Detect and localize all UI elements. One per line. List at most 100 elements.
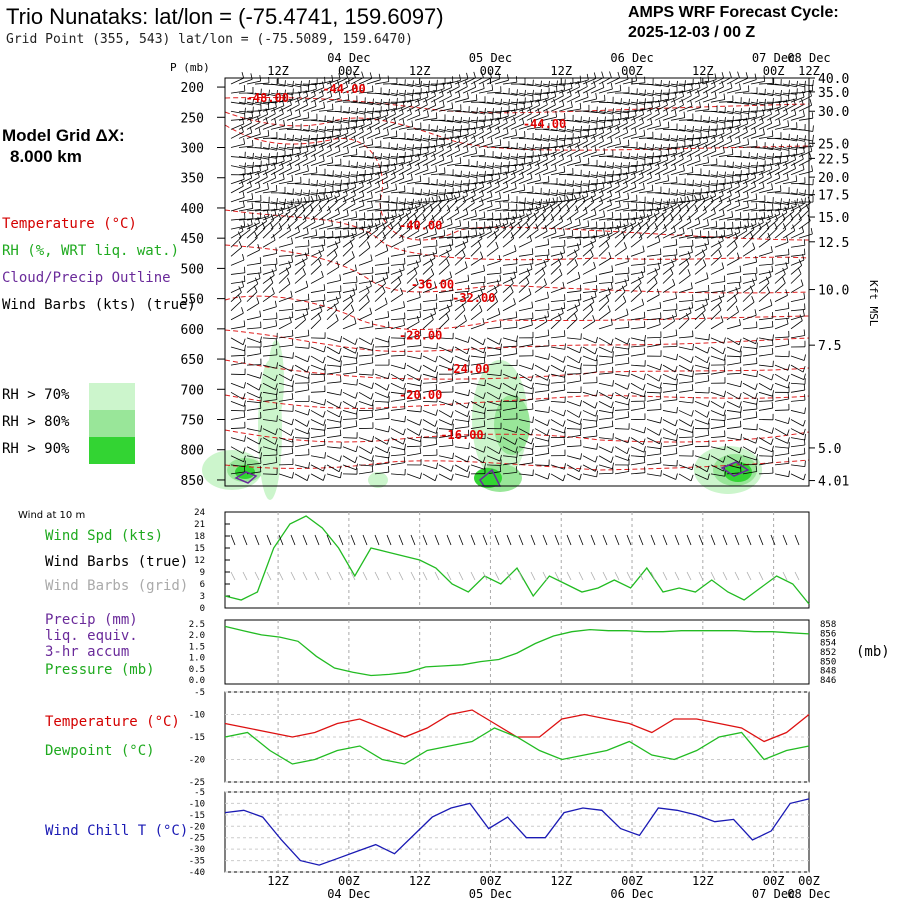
wind-barb [774, 428, 790, 436]
wind-barb [630, 276, 642, 293]
wind-barb [294, 99, 308, 112]
wind-barb [630, 347, 646, 357]
wind-barb [262, 415, 278, 422]
wind-barb [598, 119, 613, 130]
wind-barb [518, 263, 533, 275]
wind-barb [422, 371, 438, 379]
wind-barb-grid [362, 571, 368, 581]
wind-barb-true [410, 534, 416, 546]
wind-barb [262, 382, 278, 390]
wind-barb [566, 218, 581, 230]
wind-barb [286, 176, 302, 185]
wind-barb [678, 343, 694, 351]
wind-barb [342, 408, 358, 415]
wind-barb [446, 180, 462, 187]
wind-barb [302, 153, 317, 167]
wind-barb [350, 136, 365, 148]
wind-barb [358, 117, 373, 130]
wind-barb [470, 189, 484, 203]
wind-barb [566, 298, 581, 312]
wind-barb [310, 364, 326, 371]
wind-barb [742, 370, 758, 378]
wind-barb [502, 222, 514, 239]
wind-barb [566, 80, 581, 94]
wind-barb [734, 138, 750, 148]
bottom-date-label: 06 Dec [610, 887, 653, 900]
wind-barb [718, 210, 734, 221]
wind-barb [350, 83, 365, 94]
top-hour-label: 12Z [409, 64, 431, 78]
wind-barb [230, 382, 246, 389]
wind-barb [726, 305, 739, 321]
wind-barb [742, 256, 757, 266]
wind-barb [358, 172, 373, 185]
height-tick-label: 15.0 [818, 211, 849, 226]
wind-barb [454, 106, 470, 113]
wind-barb [246, 321, 262, 330]
wind-barb [478, 71, 492, 85]
wind-barb [470, 379, 486, 387]
wind-barb [438, 271, 453, 284]
wind-barb [254, 196, 270, 204]
wind-barb [534, 329, 550, 339]
rh-region-11 [724, 462, 752, 482]
temp-contour-5 [224, 295, 810, 330]
wind-barb [486, 411, 502, 420]
wind-barb [246, 347, 262, 357]
wind-barb [470, 232, 483, 248]
wind-barb [326, 249, 338, 266]
wind-barb [358, 348, 374, 357]
wind-barb [518, 301, 534, 312]
wind-barb [670, 90, 685, 103]
wind-barb [438, 249, 450, 266]
wind-barb [518, 349, 534, 357]
wind-barb [574, 104, 590, 112]
wind-barb [230, 212, 246, 221]
wind-barb [550, 294, 566, 303]
wind-barb [646, 268, 658, 284]
wind-barb [582, 134, 596, 148]
wind-barb [542, 197, 558, 204]
wind-barb-true [290, 534, 296, 546]
wind-barb [598, 96, 614, 104]
wind-barb [726, 119, 741, 130]
wind-barb [278, 162, 292, 176]
wind-barb [406, 428, 422, 436]
wind-barb [486, 201, 502, 212]
wind-barb [454, 471, 470, 478]
wind-barb [342, 445, 358, 453]
wind-barb [342, 304, 355, 321]
wind-barb [734, 180, 748, 194]
wind-barb [502, 203, 518, 212]
wind-barb [246, 358, 262, 366]
wind-barb [502, 401, 518, 411]
wind-barb [334, 127, 349, 139]
wind-barb [606, 137, 621, 148]
wind-barb [742, 357, 758, 366]
wind-barb [710, 275, 726, 284]
wind-barb [678, 294, 694, 303]
wind-barb [638, 162, 652, 176]
wind-barb [614, 321, 630, 330]
wind-barb [318, 180, 334, 187]
wind-barb-grid [614, 571, 620, 581]
wind-barb [710, 303, 722, 321]
wind-barb [342, 463, 358, 471]
wind-barb [230, 465, 246, 475]
wind-barb [750, 171, 764, 185]
wind-barb [662, 278, 676, 293]
wind-barb [342, 337, 358, 345]
wind-barb [718, 221, 734, 230]
wind-barb [694, 422, 710, 430]
wind-barb [422, 153, 436, 167]
wind-barb [358, 231, 370, 248]
wind-barb [446, 144, 461, 157]
wind-barb [694, 180, 710, 187]
wind-barb [478, 180, 492, 194]
wind-barb [550, 343, 566, 350]
wind-barb [326, 241, 339, 257]
wind-barb [462, 210, 477, 221]
wind-barb [550, 179, 566, 186]
wind-barb [390, 208, 405, 221]
